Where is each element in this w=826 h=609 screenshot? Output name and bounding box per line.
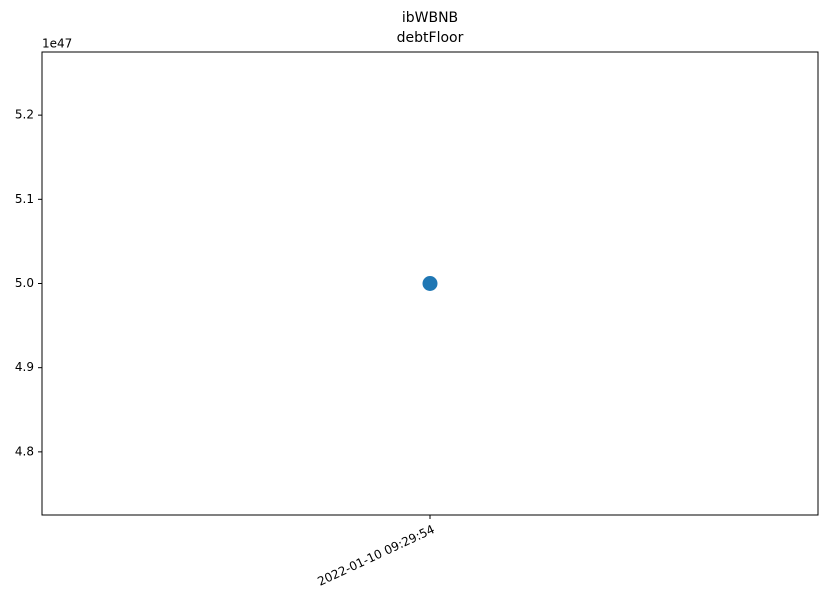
chart-subtitle: debtFloor <box>397 30 464 46</box>
chart-title: ibWBNB <box>402 10 458 26</box>
y-offset-label: 1e47 <box>42 37 72 51</box>
y-tick-label: 5.0 <box>15 276 34 290</box>
point <box>422 276 438 291</box>
x-tick-label: 2022-01-10 09:29:54 <box>315 522 436 589</box>
y-tick-label: 5.1 <box>15 192 34 206</box>
y-tick-label: 4.9 <box>15 360 34 374</box>
y-tick-label: 4.8 <box>15 444 34 458</box>
y-tick-label: 5.2 <box>15 108 34 122</box>
